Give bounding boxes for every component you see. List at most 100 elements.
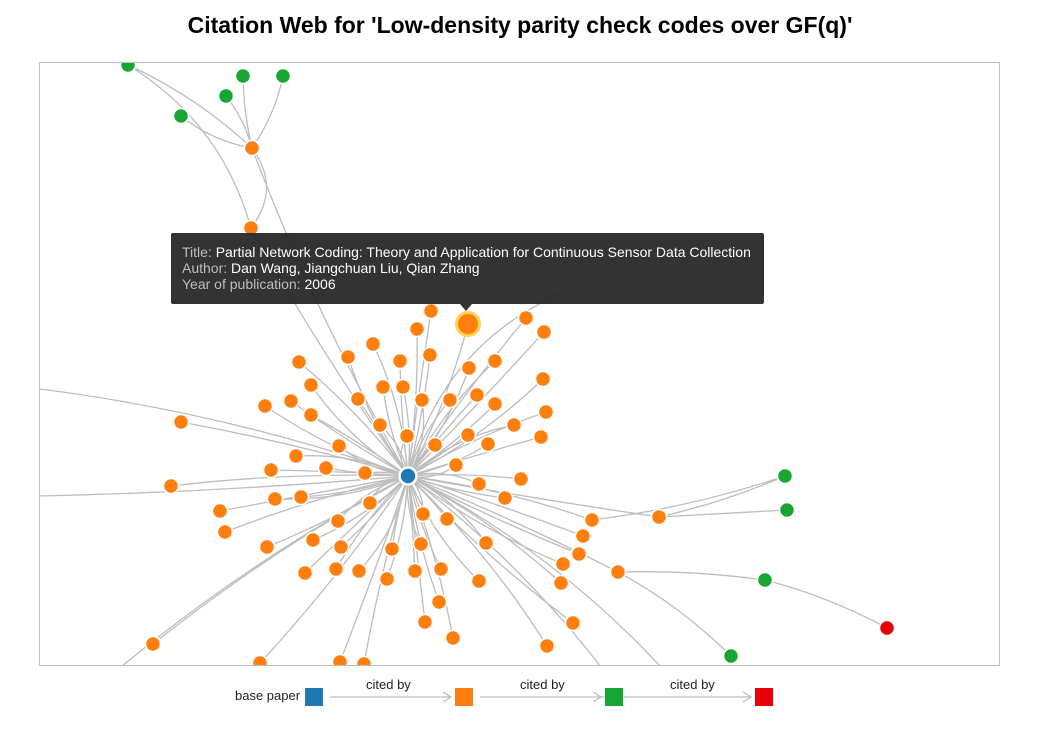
second-level-citer-node[interactable] [776,467,794,485]
citing-paper-node[interactable] [570,545,588,563]
citing-paper-node[interactable] [391,352,409,370]
citing-paper-node[interactable] [216,523,234,541]
citing-paper-node[interactable] [371,416,389,434]
edge-base-to-citer [219,475,409,512]
citing-paper-node[interactable] [292,488,310,506]
citing-paper-node[interactable] [243,139,261,157]
citing-paper-node[interactable] [583,511,601,529]
citing-paper-node[interactable] [426,436,444,454]
second-level-citer-node[interactable] [722,647,740,665]
citing-paper-node[interactable] [349,390,367,408]
citing-paper-node[interactable] [172,413,190,431]
citing-paper-node[interactable] [329,512,347,530]
citing-paper-node[interactable] [438,510,456,528]
citing-paper-node[interactable] [532,428,550,446]
citing-paper-node[interactable] [304,531,322,549]
citing-paper-node[interactable] [413,391,431,409]
citing-paper-node[interactable] [444,629,462,647]
citing-paper-node[interactable] [406,562,424,580]
citing-paper-node[interactable] [162,477,180,495]
second-level-citer-node[interactable] [119,63,137,74]
citing-paper-node[interactable] [290,353,308,371]
citing-paper-node[interactable] [378,570,396,588]
citing-paper-node[interactable] [432,560,450,578]
second-level-citer-node[interactable] [234,67,252,85]
citing-paper-node[interactable] [211,502,229,520]
citing-paper-node[interactable] [505,416,523,434]
citing-paper-node[interactable] [356,464,374,482]
citing-paper-node[interactable] [441,391,459,409]
citing-paper-node[interactable] [331,653,349,667]
citing-paper-node[interactable] [383,540,401,558]
citing-paper-node[interactable] [374,378,392,396]
citing-paper-node[interactable] [468,386,486,404]
citing-paper-node[interactable] [282,392,300,410]
second-level-citer-node[interactable] [778,501,796,519]
edge-level2 [242,75,253,149]
citing-paper-node[interactable] [421,346,439,364]
citation-graph[interactable] [39,62,1000,666]
citing-paper-node[interactable] [517,309,535,327]
citing-paper-node[interactable] [332,538,350,556]
citing-paper-node[interactable] [486,352,504,370]
citing-paper-node[interactable] [317,459,335,477]
citing-paper-node[interactable] [477,534,495,552]
citing-paper-node[interactable] [459,426,477,444]
base-paper-node[interactable] [398,466,418,486]
citing-paper-node[interactable] [430,593,448,611]
citing-paper-node[interactable] [364,335,382,353]
citing-paper-node[interactable] [512,470,530,488]
citing-paper-node[interactable] [564,614,582,632]
citing-paper-node[interactable] [258,538,276,556]
citing-paper-node[interactable] [537,403,555,421]
citing-paper-node[interactable] [554,555,572,573]
selected-paper-node[interactable] [458,314,478,334]
citing-paper-node[interactable] [302,376,320,394]
second-level-citer-node[interactable] [217,87,235,105]
citing-paper-node[interactable] [412,535,430,553]
second-level-citer-node[interactable] [274,67,292,85]
citing-paper-node[interactable] [398,427,416,445]
citing-paper-node[interactable] [650,508,668,526]
graph-nodes[interactable] [119,63,896,667]
citing-paper-node[interactable] [302,406,320,424]
citing-paper-node[interactable] [296,564,314,582]
citing-paper-node[interactable] [460,359,478,377]
citing-paper-node[interactable] [574,527,592,545]
citing-paper-node[interactable] [416,613,434,631]
citing-paper-node[interactable] [552,574,570,592]
citing-paper-node[interactable] [144,635,162,653]
citing-paper-node[interactable] [609,563,627,581]
citing-paper-node[interactable] [394,378,412,396]
citing-paper-node[interactable] [479,435,497,453]
citing-paper-node[interactable] [355,655,373,667]
citing-paper-node[interactable] [538,637,556,655]
citing-paper-node[interactable] [447,456,465,474]
citing-paper-node[interactable] [470,572,488,590]
citing-paper-node[interactable] [534,370,552,388]
citing-paper-node[interactable] [330,437,348,455]
edge-offscreen [40,388,409,477]
edge-base-to-citer [407,475,454,639]
citing-paper-node[interactable] [262,461,280,479]
citing-paper-node[interactable] [339,348,357,366]
citing-paper-node[interactable] [408,320,426,338]
citing-paper-node[interactable] [287,447,305,465]
second-level-citer-node[interactable] [172,107,190,125]
citing-paper-node[interactable] [251,654,269,667]
second-level-citer-node[interactable] [756,571,774,589]
citing-paper-node[interactable] [535,323,553,341]
citing-paper-node[interactable] [414,505,432,523]
citing-paper-node[interactable] [470,475,488,493]
citing-paper-node[interactable] [266,490,284,508]
citing-paper-node[interactable] [350,562,368,580]
graph-canvas[interactable] [40,63,1000,666]
citing-paper-node[interactable] [486,395,504,413]
citing-paper-node[interactable] [327,560,345,578]
citing-paper-node[interactable] [422,302,440,320]
citing-paper-node[interactable] [496,489,514,507]
citing-paper-node[interactable] [361,494,379,512]
edge-base-to-citer [298,361,409,477]
third-level-citer-node[interactable] [878,619,896,637]
citing-paper-node[interactable] [256,397,274,415]
